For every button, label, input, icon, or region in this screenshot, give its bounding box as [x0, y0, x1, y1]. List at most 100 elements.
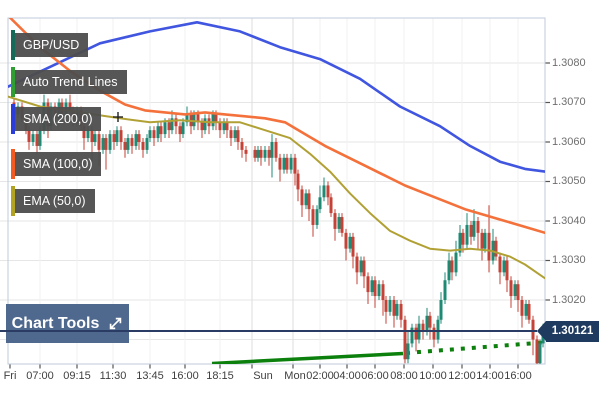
candle-down — [130, 138, 134, 146]
candle-up — [148, 130, 152, 139]
candle-down — [307, 193, 311, 210]
candle-up — [289, 157, 293, 170]
candle-up — [502, 260, 506, 273]
time-axis-label: 16:00 — [504, 370, 532, 382]
legend-sma-200-0-[interactable]: SMA (200,0) — [11, 104, 102, 134]
legend-color-bar — [11, 67, 15, 97]
candle-up — [126, 138, 130, 150]
candle-down — [90, 130, 94, 142]
current-price-line — [0, 330, 537, 333]
candle-down — [428, 315, 432, 328]
legend-auto-trend-lines[interactable]: Auto Trend Lines — [11, 67, 127, 97]
candle-down — [326, 185, 330, 198]
time-axis-label: 12:00 — [448, 370, 476, 382]
candle-down — [509, 280, 513, 297]
candle-down — [355, 256, 359, 273]
candle-down — [225, 122, 229, 131]
candle-down — [82, 126, 86, 139]
candle-up — [170, 118, 174, 131]
candle-down — [137, 134, 141, 142]
candle-down — [112, 134, 116, 142]
candle-down — [421, 323, 425, 332]
time-axis-label: 16:00 — [171, 370, 199, 382]
candle-down — [267, 149, 271, 158]
candle-down — [351, 236, 355, 257]
candle-up — [304, 193, 308, 206]
candle-up — [31, 134, 35, 142]
candle-down — [480, 232, 484, 249]
candle-down — [344, 232, 348, 249]
candle-down — [399, 303, 403, 320]
candle-up — [282, 157, 286, 170]
candle-down — [104, 138, 108, 150]
candle-down — [311, 209, 315, 225]
candle-up — [185, 114, 189, 123]
legend-sma-100-0-[interactable]: SMA (100,0) — [11, 149, 102, 179]
candle-down — [236, 130, 240, 142]
time-axis-label: 13:45 — [136, 370, 164, 382]
candle-up — [256, 149, 260, 158]
candle-down — [362, 260, 366, 277]
price-axis-label: 1.3060 — [552, 135, 586, 148]
candle-up — [447, 260, 451, 281]
candle-down — [27, 130, 31, 142]
candle-up — [513, 284, 517, 297]
candle-down — [516, 284, 520, 300]
legend-label: EMA (50,0) — [23, 194, 86, 208]
candle-down — [97, 134, 101, 150]
candle-down — [253, 149, 257, 158]
auto-trend-projection-line[interactable] — [405, 340, 544, 355]
time-axis-label: Fri — [3, 370, 17, 382]
candle-down — [119, 130, 123, 142]
time-axis-label: Mon — [284, 370, 306, 382]
candle-down — [432, 327, 436, 340]
candle-up — [388, 300, 392, 312]
candle-down — [340, 217, 344, 233]
price-axis-label: 1.3020 — [552, 293, 586, 306]
candle-up — [181, 122, 185, 135]
chart-tools-button[interactable]: Chart Tools — [6, 304, 129, 343]
expand-arrows-icon — [108, 316, 123, 331]
price-axis-label: 1.3070 — [552, 96, 586, 108]
legend-color-bar — [11, 186, 15, 216]
candle-down — [196, 114, 200, 123]
candle-up — [101, 138, 105, 150]
candle-up — [145, 138, 149, 150]
candle-down — [392, 300, 396, 316]
candle-up — [38, 130, 42, 146]
candle-down — [214, 114, 218, 123]
candle-down — [152, 130, 156, 139]
candle-down — [450, 260, 454, 273]
candle-down — [35, 134, 39, 146]
legend-gbp-usd[interactable]: GBP/USD — [11, 30, 89, 60]
candle-up — [395, 303, 399, 316]
candle-up — [337, 217, 341, 229]
candle-up — [93, 134, 97, 142]
auto-trend-support-line[interactable] — [211, 351, 404, 364]
candle-down — [229, 130, 233, 139]
candle-down — [461, 232, 465, 245]
candle-up — [377, 284, 381, 297]
candle-up — [538, 343, 542, 364]
candle-down — [293, 157, 297, 174]
candle-up — [108, 134, 112, 150]
candle-down — [123, 142, 127, 150]
legend-color-bar — [11, 104, 15, 134]
candle-up — [222, 122, 226, 131]
candle-up — [263, 149, 267, 158]
candle-up — [318, 197, 322, 210]
current-price-badge: 1.30121 — [537, 320, 599, 342]
time-axis-label: 08:00 — [390, 370, 418, 382]
price-axis-label: 1.3080 — [552, 56, 586, 69]
time-axis-label: 14:00 — [476, 370, 504, 382]
candle-down — [494, 240, 498, 257]
candle-up — [86, 130, 90, 139]
candle-down — [285, 157, 289, 170]
time-axis-label: 02:00 — [306, 370, 334, 382]
price-axis-label: 1.3050 — [552, 175, 586, 187]
legend-ema-50-0-[interactable]: EMA (50,0) — [11, 186, 95, 216]
time-axis-label: 04:00 — [333, 370, 361, 382]
time-axis-label: 09:15 — [63, 370, 91, 382]
candle-down — [300, 189, 304, 206]
